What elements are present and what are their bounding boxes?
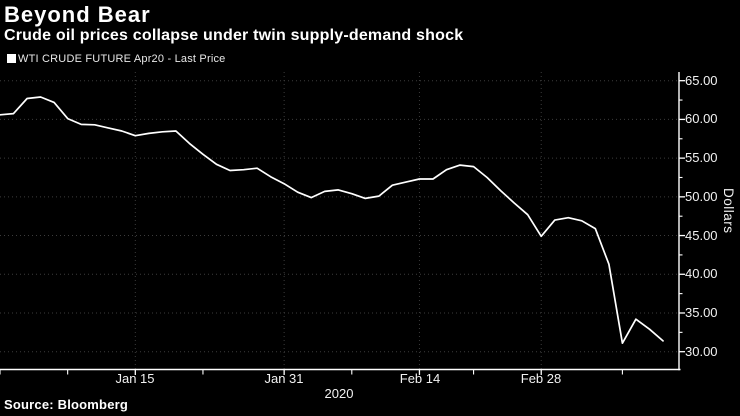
y-tick-label: 45.00 bbox=[685, 228, 718, 243]
y-tick-label: 65.00 bbox=[685, 73, 718, 88]
x-tick-label: Jan 31 bbox=[264, 371, 304, 386]
y-tick-label: 60.00 bbox=[685, 111, 718, 126]
y-tick-label: 35.00 bbox=[685, 305, 718, 320]
legend-swatch-icon bbox=[7, 54, 16, 63]
y-axis-title: Dollars bbox=[721, 188, 736, 234]
x-tick-label: Feb 28 bbox=[520, 371, 562, 386]
chart-legend: WTI CRUDE FUTURE Apr20 - Last Price bbox=[7, 52, 225, 65]
page-title: Beyond Bear bbox=[4, 2, 151, 27]
x-tick-label: Feb 14 bbox=[399, 371, 441, 386]
y-tick-label: 50.00 bbox=[685, 189, 718, 204]
wti-price-series-line bbox=[0, 96, 664, 345]
y-tick-label: 55.00 bbox=[685, 150, 718, 165]
source-attribution: Source: Bloomberg bbox=[4, 397, 129, 412]
chart-subtitle: Crude oil prices collapse under twin sup… bbox=[4, 27, 464, 44]
y-tick-label: 30.00 bbox=[685, 344, 718, 359]
x-tick-label: Jan 15 bbox=[115, 371, 155, 386]
legend-series-label: WTI CRUDE FUTURE Apr20 - Last Price bbox=[18, 52, 226, 65]
x-axis-year-label: 2020 bbox=[324, 386, 354, 401]
y-tick-label: 40.00 bbox=[685, 266, 718, 281]
